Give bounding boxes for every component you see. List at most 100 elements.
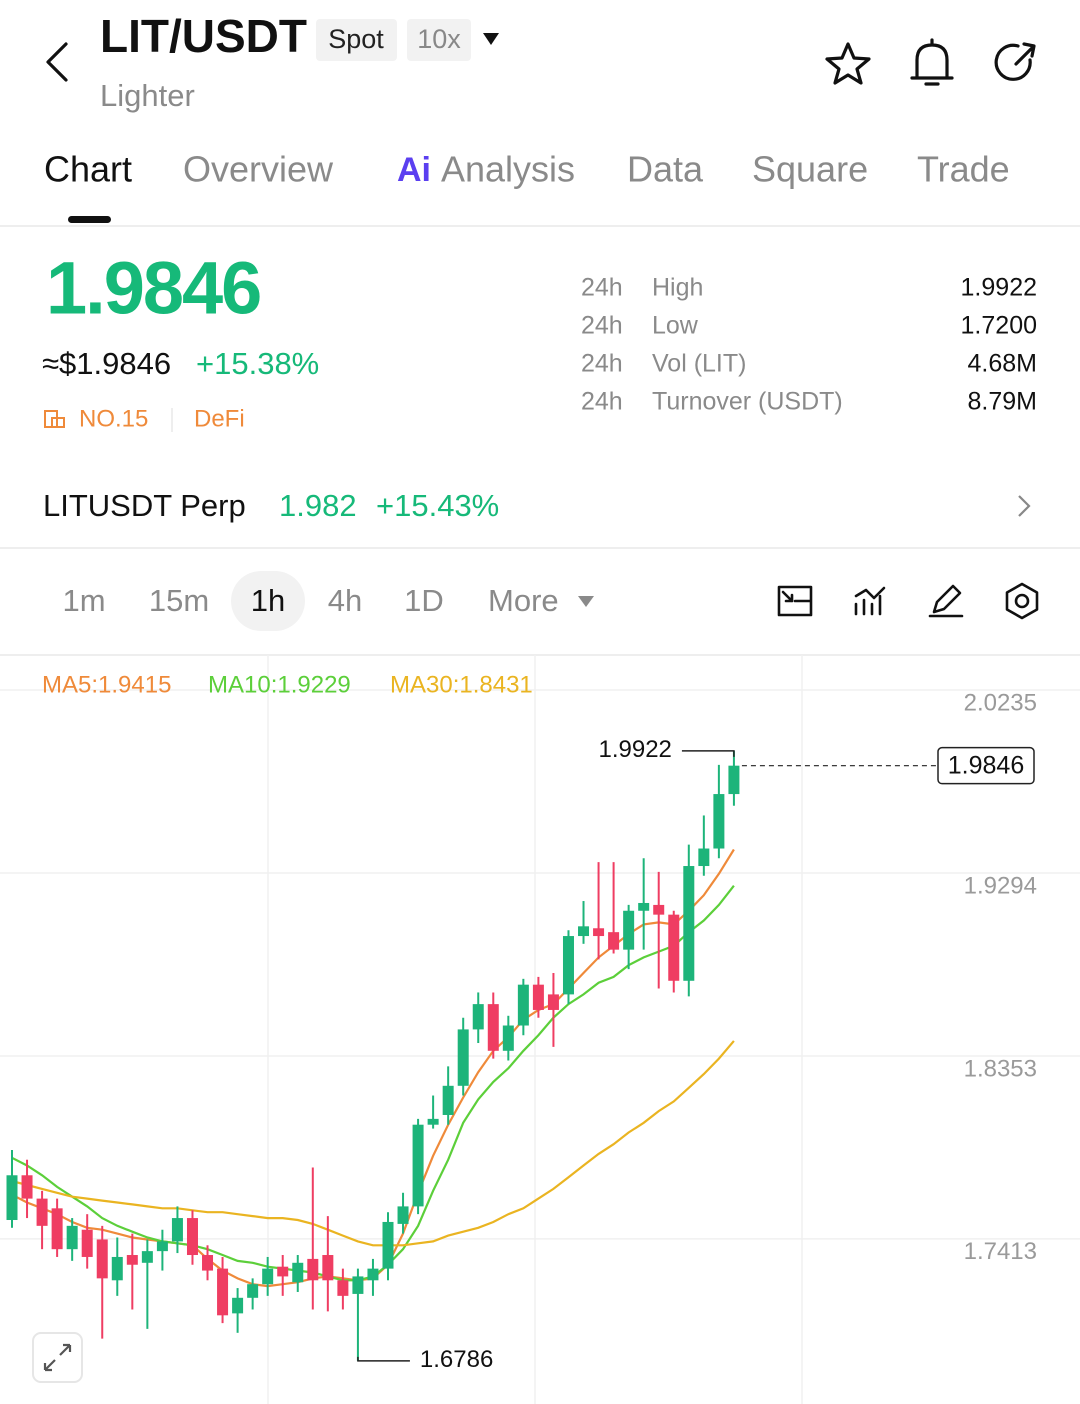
pair-name: Lighter <box>100 78 195 113</box>
max-leader <box>681 750 735 757</box>
candle-body <box>186 1218 198 1256</box>
y-tick-label: 1.9294 <box>964 872 1037 899</box>
candle-body <box>81 1229 93 1257</box>
interval[interactable]: 1h <box>251 583 285 618</box>
candle-body <box>66 1225 78 1250</box>
interval[interactable]: 4h <box>328 583 362 618</box>
stat-label: Vol (LIT) <box>652 350 746 378</box>
candle-body <box>608 932 620 950</box>
candle-body <box>337 1280 349 1296</box>
tab[interactable]: Square <box>752 149 868 190</box>
pair-title: LIT/USDT <box>100 10 307 62</box>
stat-value: 1.9922 <box>961 274 1037 302</box>
perp-name: LITUSDT Perp <box>43 488 246 523</box>
more-arrow[interactable] <box>578 596 594 607</box>
tab[interactable]: Chart <box>44 149 132 190</box>
tool-icon[interactable] <box>777 585 813 617</box>
back-button[interactable] <box>46 42 68 82</box>
y-tick-label: 1.7413 <box>964 1238 1037 1265</box>
candle-body <box>96 1239 108 1279</box>
candle-body <box>728 765 740 795</box>
stat-value: 8.79M <box>968 388 1037 416</box>
candle-body <box>382 1221 394 1269</box>
ma-line <box>11 1040 735 1247</box>
candle-body <box>683 866 695 981</box>
interval[interactable]: 15m <box>149 583 209 618</box>
stats: 24h High 1.9922 24h Low 1.7200 24h Vol (… <box>581 274 1037 416</box>
tab[interactable]: Analysis <box>441 149 575 190</box>
tab[interactable]: Data <box>627 149 704 190</box>
tool-icon[interactable] <box>1014 593 1030 609</box>
stat-value: 4.68M <box>968 350 1037 378</box>
tool-icon[interactable] <box>1005 582 1039 620</box>
candle-body <box>247 1284 259 1298</box>
candle-body <box>352 1276 364 1294</box>
leverage-chip[interactable] <box>407 19 471 61</box>
share-icon[interactable] <box>994 42 1036 81</box>
stat-period: 24h <box>581 350 623 378</box>
chevron <box>1018 495 1031 517</box>
candlestick-chart: 1.7413 1.8353 1.9294 2.0235 MA5:1.9415 MA10:1… <box>0 655 1080 1404</box>
candle-body <box>292 1262 304 1283</box>
active-tab-indicator <box>68 216 111 223</box>
perp-change: +15.43% <box>376 488 499 523</box>
market-chip[interactable] <box>316 19 397 61</box>
perp-row[interactable]: LITUSDT Perp 1.982 +15.43% <box>43 488 1031 523</box>
dropdown-arrow[interactable] <box>483 33 499 45</box>
tab[interactable]: Overview <box>183 149 334 190</box>
candle-body <box>562 936 574 995</box>
candle-body <box>232 1297 244 1314</box>
candle-body <box>156 1241 168 1252</box>
fullscreen-icon <box>43 1343 72 1372</box>
candle-body <box>668 914 680 981</box>
stat-period: 24h <box>581 388 623 416</box>
tab[interactable]: Trade <box>917 149 1010 190</box>
interval[interactable]: More <box>488 583 559 618</box>
candle-body <box>141 1251 153 1263</box>
candle-body <box>367 1268 379 1281</box>
interval[interactable]: 1D <box>404 583 444 618</box>
candle-body <box>457 1029 469 1086</box>
stat-label: Turnover (USDT) <box>652 388 843 416</box>
candle-body <box>36 1198 48 1226</box>
candle-body <box>472 1004 484 1030</box>
candle-body <box>412 1124 424 1207</box>
fullscreen-button[interactable] <box>32 1332 83 1383</box>
stat-period: 24h <box>581 312 623 340</box>
active-interval-bg <box>231 571 305 631</box>
candle-body <box>277 1266 289 1277</box>
tool-icon[interactable] <box>928 584 964 618</box>
ma-legend: MA5:1.9415 <box>42 671 171 698</box>
fiat-price: ≈$1.9846 <box>42 346 171 381</box>
candle-body <box>217 1268 229 1316</box>
favorite-icon[interactable] <box>825 42 871 85</box>
candle-body <box>6 1175 18 1221</box>
candle-body <box>262 1268 274 1285</box>
market-label: Spot <box>328 24 384 54</box>
sector-label[interactable]: DeFi <box>194 405 245 432</box>
min-label: 1.6786 <box>420 1346 493 1373</box>
tool-icon[interactable] <box>854 586 886 616</box>
perp-price: 1.982 <box>279 488 357 523</box>
min-leader <box>357 1356 410 1362</box>
candle-body <box>502 1025 514 1051</box>
candle-body <box>51 1208 63 1250</box>
candle-body <box>126 1255 138 1265</box>
candle-body <box>307 1258 319 1281</box>
alert-icon[interactable] <box>910 38 954 86</box>
tab-bar: Chart Overview Ai Analysis Data Square T… <box>44 149 1010 223</box>
stat-label: Low <box>652 312 699 340</box>
candle-body <box>532 984 544 1010</box>
candle-body <box>623 910 635 950</box>
candle-body <box>442 1085 454 1115</box>
candle-body <box>638 902 650 911</box>
interval[interactable]: 1m <box>62 583 105 618</box>
y-tick-label: 2.0235 <box>964 689 1037 716</box>
candle-body <box>578 926 590 937</box>
last-price-label: 1.9846 <box>948 751 1024 779</box>
interval-bar: 1m 15m 1h 4h 1D More <box>62 583 558 618</box>
rank-label[interactable]: NO.15 <box>79 405 148 432</box>
max-label: 1.9922 <box>599 736 672 763</box>
candle-body <box>397 1206 409 1224</box>
